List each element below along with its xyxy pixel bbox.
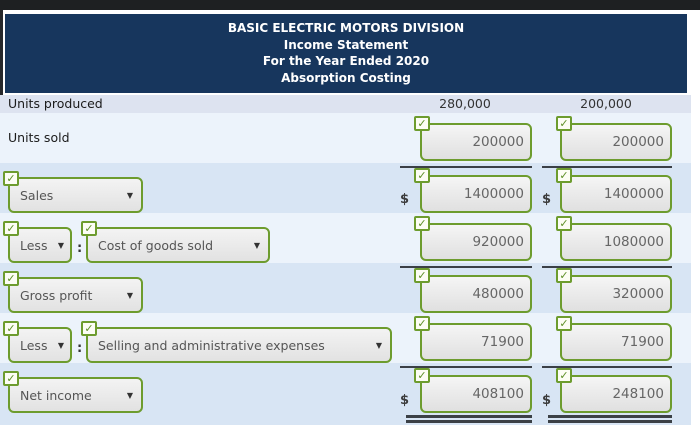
cogs-dropdown[interactable]: ✓ Cost of goods sold ▼ bbox=[81, 221, 270, 263]
sales-input-col2-box bbox=[560, 175, 672, 213]
dropdown-arrow-icon: ▼ bbox=[253, 241, 260, 250]
correct-checkmark-icon: ✓ bbox=[556, 216, 572, 231]
gross-profit-dropdown[interactable]: ✓ Gross profit ▼ bbox=[3, 271, 143, 313]
cogs-input-col2[interactable] bbox=[562, 225, 670, 259]
units-produced-label: Units produced bbox=[8, 96, 103, 111]
row-units-produced: Units produced 280,000 200,000 bbox=[0, 95, 691, 113]
single-rule bbox=[400, 166, 532, 168]
gross-profit-dropdown-label: Gross profit bbox=[20, 288, 93, 303]
less-dropdown[interactable]: ✓ Less ▼ bbox=[3, 221, 72, 263]
net-income-dropdown[interactable]: ✓ Net income ▼ bbox=[3, 371, 143, 413]
left-window-edge bbox=[0, 10, 3, 95]
correct-checkmark-icon: ✓ bbox=[414, 116, 430, 131]
gross-profit-input-col2-box bbox=[560, 275, 672, 313]
single-rule bbox=[400, 266, 532, 268]
units-sold-input-col2-box bbox=[560, 123, 672, 161]
selling-admin-input-col2-box bbox=[560, 323, 672, 361]
sales-input-col2[interactable] bbox=[562, 177, 670, 211]
correct-checkmark-icon: ✓ bbox=[414, 316, 430, 331]
net-income-input-col1-box bbox=[420, 375, 532, 413]
selling-admin-input-col1[interactable] bbox=[422, 325, 530, 359]
row-units-sold: Units sold ✓ ✓ bbox=[0, 113, 691, 163]
cogs-dropdown-label: Cost of goods sold bbox=[98, 238, 214, 253]
correct-checkmark-icon: ✓ bbox=[3, 371, 19, 386]
dropdown-arrow-icon: ▼ bbox=[375, 341, 382, 350]
selling-admin-dropdown[interactable]: ✓ Selling and administrative expenses ▼ bbox=[81, 321, 392, 363]
correct-checkmark-icon: ✓ bbox=[556, 316, 572, 331]
statement-period: For the Year Ended 2020 bbox=[262, 54, 430, 68]
less-dropdown[interactable]: ✓ Less ▼ bbox=[3, 321, 72, 363]
correct-checkmark-icon: ✓ bbox=[81, 221, 97, 236]
double-rule bbox=[406, 415, 532, 423]
colon-separator: : bbox=[77, 241, 83, 256]
correct-checkmark-icon: ✓ bbox=[414, 216, 430, 231]
row-net-income: ✓ Net income ▼ ✓ $ ✓ $ bbox=[0, 363, 691, 425]
cogs-input-col1-box bbox=[420, 223, 532, 261]
correct-checkmark-icon: ✓ bbox=[414, 268, 430, 283]
units-sold-label: Units sold bbox=[8, 130, 70, 145]
sales-input-col1-box bbox=[420, 175, 532, 213]
gross-profit-input-col1[interactable] bbox=[422, 277, 530, 311]
selling-admin-input-col2[interactable] bbox=[562, 325, 670, 359]
units-produced-value-col2: 200,000 bbox=[580, 96, 632, 111]
correct-checkmark-icon: ✓ bbox=[81, 321, 97, 336]
correct-checkmark-icon: ✓ bbox=[414, 168, 430, 183]
row-sales: ✓ Sales ▼ ✓ $ ✓ $ bbox=[0, 163, 691, 213]
costing-method: Absorption Costing bbox=[281, 70, 411, 85]
dollar-sign: $ bbox=[542, 393, 552, 408]
dropdown-arrow-icon: ▼ bbox=[126, 291, 133, 300]
correct-checkmark-icon: ✓ bbox=[556, 268, 572, 283]
row-cogs: ✓ Less ▼ : ✓ Cost of goods sold ▼ ✓ ✓ bbox=[0, 213, 691, 263]
statement-header: BASIC ELECTRIC MOTORS DIVISION Income St… bbox=[5, 14, 687, 93]
correct-checkmark-icon: ✓ bbox=[3, 221, 19, 236]
company-name: BASIC ELECTRIC MOTORS DIVISION bbox=[227, 21, 465, 35]
dropdown-arrow-icon: ▼ bbox=[126, 191, 133, 200]
correct-checkmark-icon: ✓ bbox=[3, 321, 19, 336]
units-sold-input-col1[interactable] bbox=[422, 125, 530, 159]
dropdown-arrow-icon: ▼ bbox=[126, 391, 133, 400]
net-income-input-col2[interactable] bbox=[562, 377, 670, 411]
single-rule bbox=[542, 366, 672, 368]
net-income-input-col2-box bbox=[560, 375, 672, 413]
colon-separator: : bbox=[77, 341, 83, 356]
top-black-bar bbox=[0, 0, 700, 10]
correct-checkmark-icon: ✓ bbox=[414, 368, 430, 383]
dollar-sign: $ bbox=[400, 393, 410, 408]
net-income-dropdown-label: Net income bbox=[20, 388, 92, 403]
cogs-input-col2-box bbox=[560, 223, 672, 261]
single-rule bbox=[542, 266, 672, 268]
selling-admin-input-col1-box bbox=[420, 323, 532, 361]
cogs-input-col1[interactable] bbox=[422, 225, 530, 259]
double-rule bbox=[548, 415, 672, 423]
correct-checkmark-icon: ✓ bbox=[3, 171, 19, 186]
correct-checkmark-icon: ✓ bbox=[556, 168, 572, 183]
gross-profit-input-col2[interactable] bbox=[562, 277, 670, 311]
row-gross-profit: ✓ Gross profit ▼ ✓ ✓ bbox=[0, 263, 691, 313]
sales-input-col1[interactable] bbox=[422, 177, 530, 211]
gross-profit-input-col1-box bbox=[420, 275, 532, 313]
dropdown-arrow-icon: ▼ bbox=[57, 241, 64, 250]
single-rule bbox=[542, 166, 672, 168]
less-dropdown-label: Less bbox=[20, 238, 48, 253]
sales-dropdown[interactable]: ✓ Sales ▼ bbox=[3, 171, 143, 213]
net-income-input-col1[interactable] bbox=[422, 377, 530, 411]
correct-checkmark-icon: ✓ bbox=[556, 116, 572, 131]
sales-dropdown-label: Sales bbox=[20, 188, 54, 203]
dollar-sign: $ bbox=[542, 192, 552, 207]
less-dropdown-label: Less bbox=[20, 338, 48, 353]
single-rule bbox=[400, 366, 532, 368]
units-produced-value-col1: 280,000 bbox=[439, 96, 491, 111]
units-sold-input-col2[interactable] bbox=[562, 125, 670, 159]
units-sold-input-col1-box bbox=[420, 123, 532, 161]
statement-title: Income Statement bbox=[283, 37, 409, 52]
selling-admin-dropdown-label: Selling and administrative expenses bbox=[98, 338, 325, 353]
dropdown-arrow-icon: ▼ bbox=[57, 341, 64, 350]
row-selling-admin: ✓ Less ▼ : ✓ Selling and administrative … bbox=[0, 313, 691, 363]
dollar-sign: $ bbox=[400, 192, 410, 207]
correct-checkmark-icon: ✓ bbox=[3, 271, 19, 286]
correct-checkmark-icon: ✓ bbox=[556, 368, 572, 383]
